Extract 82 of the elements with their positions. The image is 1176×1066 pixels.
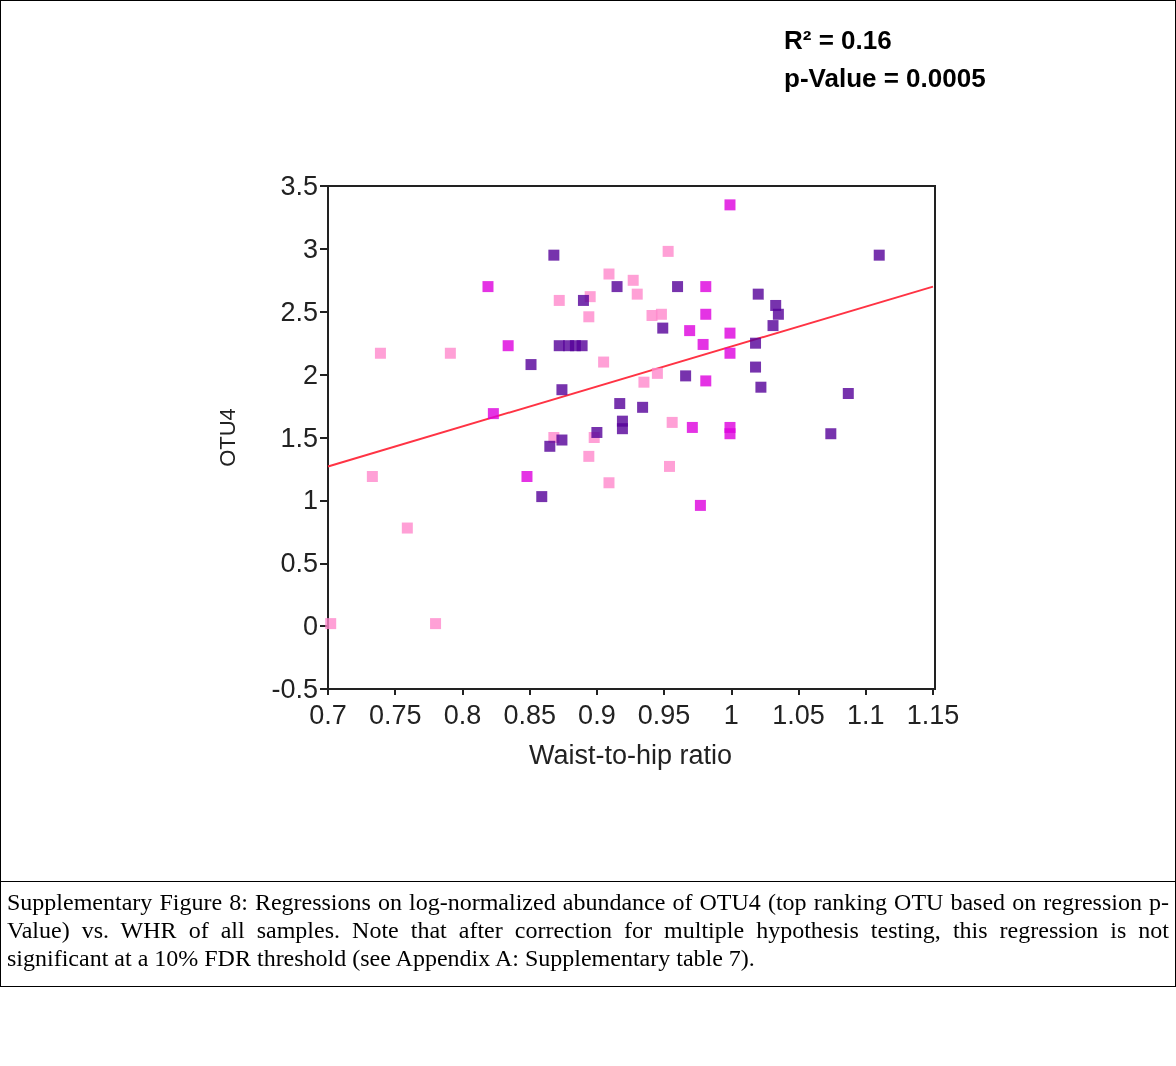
y-tick-label: 2: [302, 359, 318, 390]
point: [553, 294, 565, 306]
point: [556, 384, 568, 396]
point: [583, 450, 595, 462]
point: [544, 440, 556, 452]
point: [680, 370, 692, 382]
x-tick-label: 1.1: [847, 699, 885, 730]
point: [772, 308, 784, 320]
point: [724, 428, 736, 440]
point: [651, 367, 663, 379]
y-tick-label: 0: [302, 611, 318, 642]
point: [724, 327, 736, 339]
point: [556, 434, 568, 446]
point: [627, 274, 639, 286]
text: p-Value = 0.0005: [784, 63, 986, 93]
x-tick-label: 0.85: [503, 699, 556, 730]
point: [502, 340, 514, 352]
point: [697, 338, 709, 350]
point: [616, 423, 628, 435]
point: [374, 347, 386, 359]
x-tick-label: 0.95: [637, 699, 691, 730]
point: [873, 249, 885, 261]
point: [631, 288, 643, 300]
y-tick-label: 3: [302, 233, 318, 264]
point: [325, 618, 337, 630]
point: [750, 361, 762, 373]
point: [700, 308, 712, 320]
y-axis-title: OTU4: [214, 408, 240, 467]
point: [724, 199, 736, 211]
y-tick-label: 3.5: [280, 171, 318, 201]
point: [583, 311, 595, 323]
point: [767, 320, 779, 332]
point: [611, 281, 623, 293]
text: R² = 0.16: [784, 25, 892, 55]
text: Supplementary Figure 8: Regressions on log-normalized abundance of OTU4 (top ranking OTU based on regression p-Value) vs. WHR of all samples. Note that after correction for multiple hypothesis testing, this regression is not significant at a 10% FDR threshold (see Appendix A: Supplementary table 7).: [1, 881, 1175, 986]
point: [755, 381, 767, 393]
x-tick-label: 0.9: [578, 699, 616, 730]
point: [598, 356, 610, 368]
x-tick-label: 0.8: [443, 699, 482, 730]
point: [637, 401, 649, 413]
point: [672, 281, 684, 293]
point: [750, 337, 762, 349]
x-tick-label: 1: [723, 699, 739, 730]
x-tick-label: 1.15: [906, 699, 960, 730]
point: [662, 245, 674, 257]
point: [603, 268, 615, 280]
x-axis-title: Waist-to-hip ratio: [528, 739, 733, 770]
point: [825, 428, 837, 440]
point: [430, 618, 442, 630]
point: [842, 387, 854, 399]
x-tick-label: 0.75: [368, 699, 422, 730]
y-tick-label: 2.5: [280, 296, 318, 327]
point: [366, 470, 378, 482]
point: [638, 376, 650, 388]
point: [752, 288, 764, 300]
point: [576, 340, 588, 352]
point: [521, 470, 533, 482]
x-tick-label: 1.05: [772, 699, 825, 730]
point: [401, 522, 413, 534]
point: [487, 408, 499, 420]
point: [684, 325, 696, 337]
y-tick-label: 1.5: [280, 422, 318, 453]
point: [694, 499, 706, 511]
point: [482, 281, 494, 293]
point: [663, 460, 675, 472]
point: [591, 426, 603, 438]
point: [686, 421, 698, 433]
point: [548, 249, 560, 261]
point: [525, 359, 537, 371]
point: [614, 398, 626, 410]
y-tick-label: 1: [302, 485, 318, 516]
point: [655, 308, 667, 320]
point: [700, 281, 712, 293]
y-tick-label: 0.5: [280, 548, 318, 579]
point: [444, 347, 456, 359]
point: [657, 322, 669, 334]
point: [603, 477, 615, 489]
point: [724, 347, 736, 359]
point: [666, 416, 678, 428]
point: [700, 375, 712, 387]
point: [536, 491, 548, 503]
point: [577, 294, 589, 306]
